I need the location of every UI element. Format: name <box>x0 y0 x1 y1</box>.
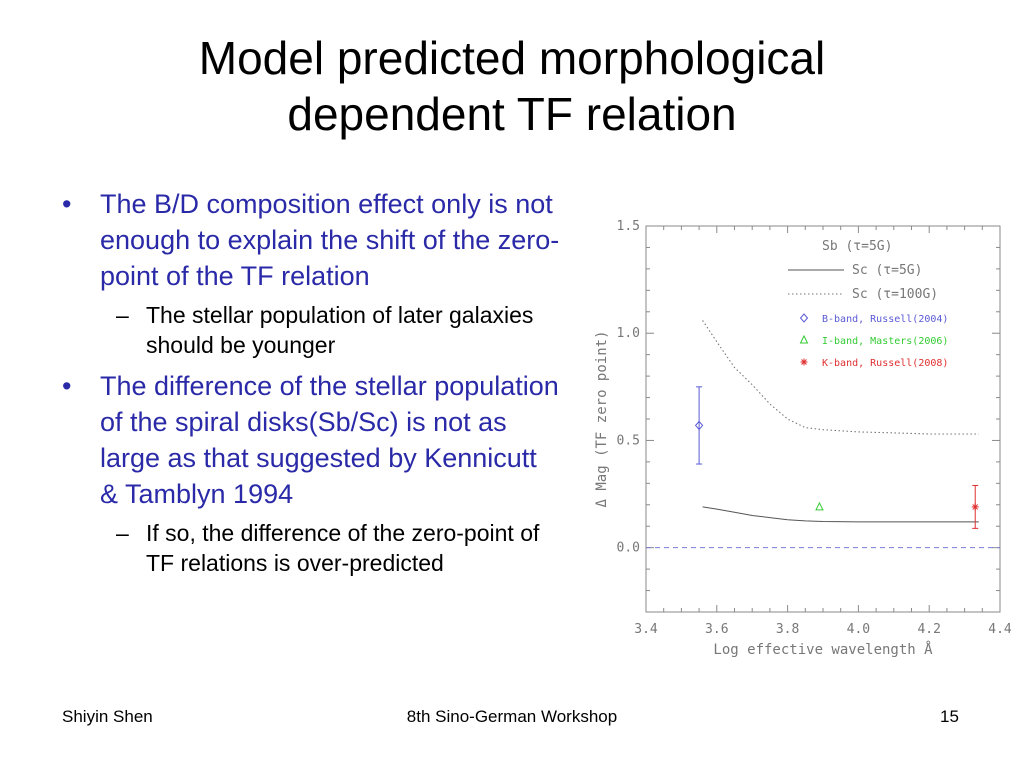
sub-bullet-glyph: – <box>116 302 129 328</box>
y-tick-label: 1.0 <box>617 326 640 341</box>
legend-marker-2 <box>800 358 808 366</box>
sub-bullet-item-1: – The stellar population of later galaxi… <box>62 300 562 360</box>
y-axis-label: Δ Mag (TF zero point) <box>594 330 610 507</box>
x-tick-label: 3.6 <box>705 622 728 637</box>
footer-event: 8th Sino-German Workshop <box>406 707 618 726</box>
bullet-item-1: • The B/D composition effect only is not… <box>62 186 562 294</box>
tf-zero-point-chart: 3.4 3.6 3.8 4.0 4.2 4.4 0.0 0.5 1.0 1.5 Log effect… <box>594 219 1012 658</box>
x-axis-label: Log effective wavelength Å <box>713 641 933 658</box>
bullet-text-2: The difference of the stellar population… <box>100 371 559 509</box>
sub-bullet-glyph: – <box>116 520 129 546</box>
x-tick-label: 4.2 <box>917 622 940 637</box>
series-line-1 <box>702 506 979 523</box>
legend-label-0: Sb (τ=5G) <box>822 239 892 254</box>
x-tick-label: 3.8 <box>776 622 799 637</box>
sub-bullet-text-1: The stellar population of later galaxies… <box>146 302 534 358</box>
sub-bullet-item-2: – If so, the difference of the zero-poin… <box>62 518 562 578</box>
legend-marker-0 <box>799 313 809 323</box>
x-tick-label: 3.4 <box>634 622 658 637</box>
data-point-0 <box>694 420 704 431</box>
title-line-1: Model predicted morphological <box>198 32 826 84</box>
slide-title: Model predicted morphological dependent … <box>0 30 1024 142</box>
bullet-text-1: The B/D composition effect only is not e… <box>100 189 560 291</box>
y-tick-label: 0.0 <box>617 541 640 556</box>
legend-point-label-2: K-band, Russell(2008) <box>822 358 948 369</box>
y-tick-label: 0.5 <box>617 433 640 448</box>
x-tick-label: 4.4 <box>988 622 1012 637</box>
bullet-list: • The B/D composition effect only is not… <box>62 186 562 586</box>
footer-author: Shiyin Shen <box>62 707 153 726</box>
legend-point-label-1: I-band, Masters(2006) <box>822 336 948 347</box>
bullet-glyph: • <box>62 189 72 219</box>
legend-marker-1 <box>799 334 809 344</box>
title-line-2: dependent TF relation <box>287 88 737 140</box>
legend-label-2: Sc (τ=100G) <box>852 287 938 302</box>
legend-point-label-0: B-band, Russell(2004) <box>822 314 948 325</box>
data-point-1 <box>815 501 824 511</box>
data-point-2 <box>971 503 979 511</box>
x-tick-label: 4.0 <box>847 622 870 637</box>
bullet-item-2: • The difference of the stellar populati… <box>62 368 562 512</box>
legend-label-1: Sc (τ=5G) <box>852 263 922 278</box>
bullet-glyph: • <box>62 371 72 401</box>
y-tick-label: 1.5 <box>617 219 640 234</box>
sub-bullet-text-2: If so, the difference of the zero-point … <box>146 520 540 576</box>
series-line-2 <box>702 320 979 435</box>
footer-page-number: 15 <box>940 707 959 726</box>
